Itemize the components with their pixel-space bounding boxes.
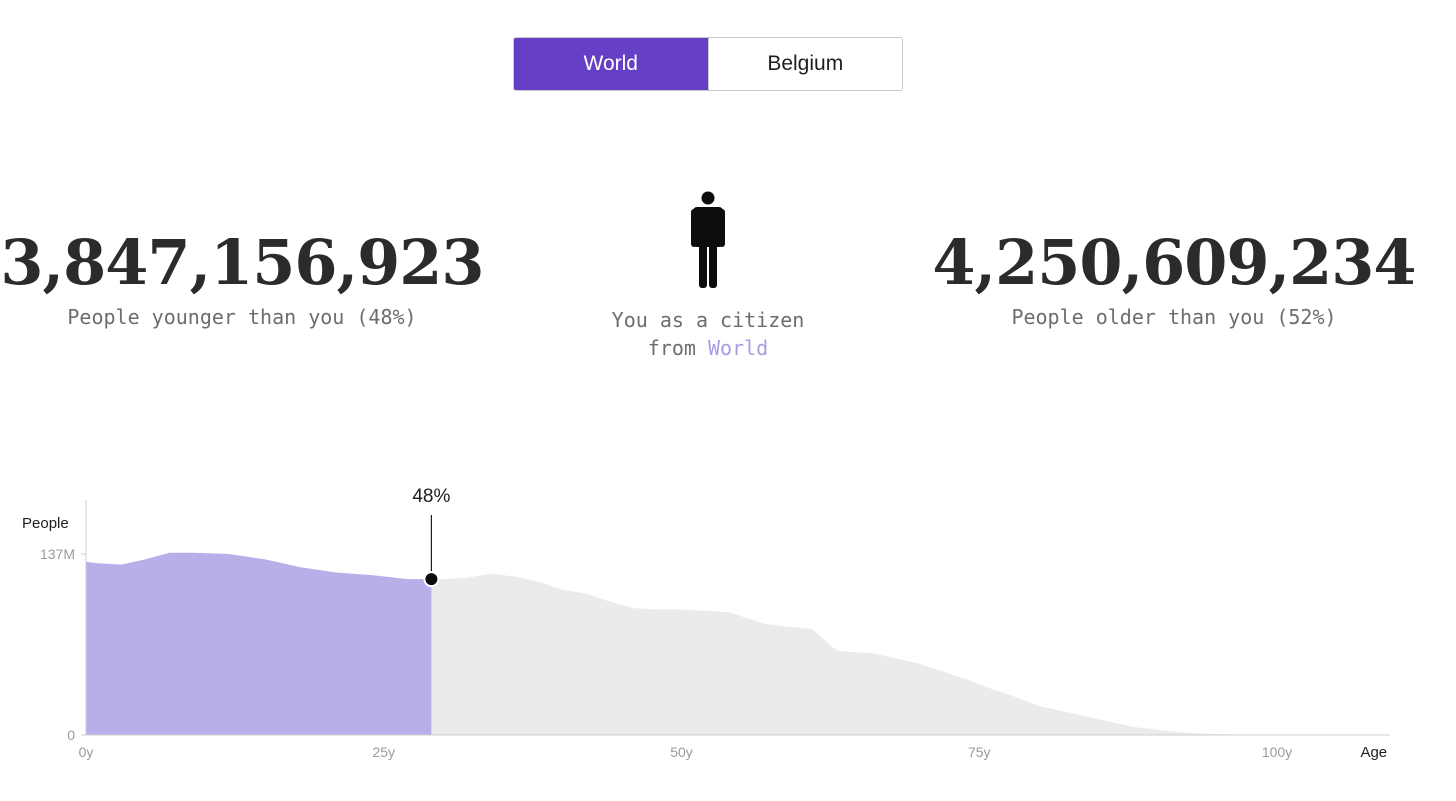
older-caption: People older than you (52%) — [1011, 305, 1337, 329]
younger-caption: People younger than you (48%) — [67, 305, 417, 329]
x-tick-label: 75y — [968, 744, 991, 760]
country-toggle: World Belgium — [513, 37, 903, 91]
citizen-country: World — [708, 336, 769, 360]
y-tick-label: 137M — [40, 546, 75, 562]
citizen-line2-prefix: from — [647, 336, 696, 360]
citizen-text: You as a citizen from World — [578, 306, 838, 362]
x-tick-label: 0y — [79, 744, 94, 760]
younger-area — [86, 552, 432, 735]
age-distribution-chart: 0 137M 0y 25y 50y 75y 100y People Age 48% — [22, 486, 1391, 761]
marker-label: 48% — [412, 486, 450, 507]
x-tick-label: 100y — [1262, 744, 1292, 760]
y-axis-label: People — [22, 515, 69, 532]
person-standing-icon — [688, 190, 728, 292]
y-tick-label: 0 — [67, 727, 75, 743]
belgium-toggle-button[interactable]: Belgium — [707, 38, 902, 90]
x-tick-label: 25y — [372, 744, 395, 760]
older-area — [431, 573, 1301, 735]
x-tick-label: 50y — [670, 744, 693, 760]
marker-dot — [423, 571, 440, 588]
younger-count: 3,847,156,923 — [0, 226, 484, 299]
x-axis-label: Age — [1360, 744, 1387, 761]
citizen-line2: from World — [578, 334, 838, 362]
citizen-line1: You as a citizen — [611, 308, 805, 332]
older-count: 4,250,609,234 — [932, 226, 1416, 299]
world-toggle-button[interactable]: World — [514, 38, 708, 90]
